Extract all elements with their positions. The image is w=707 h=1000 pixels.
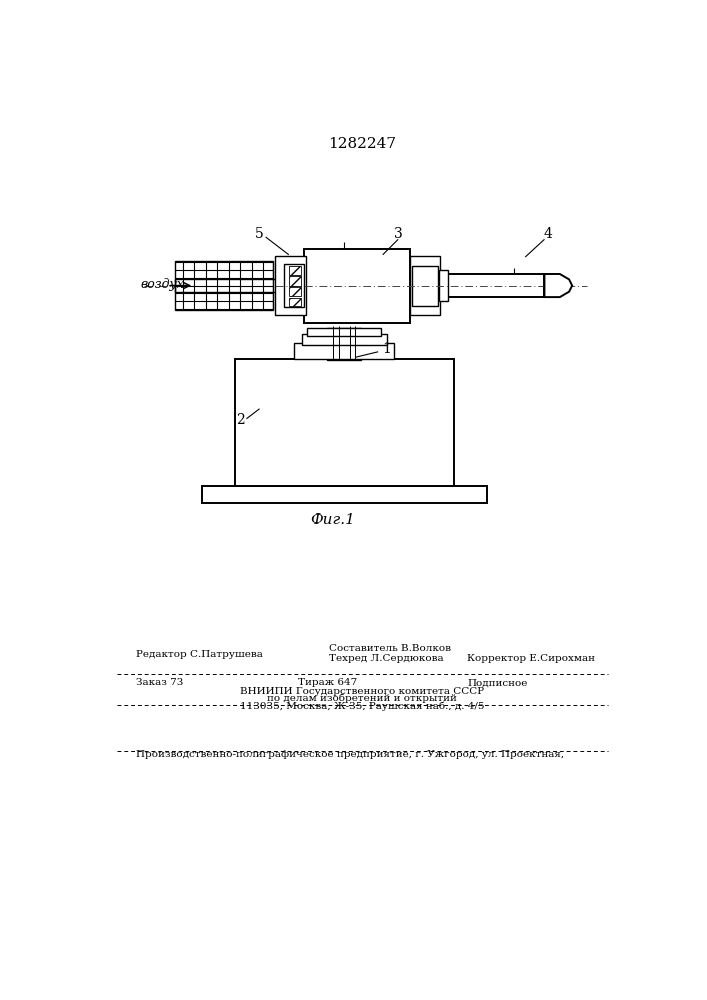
Text: Составитель В.Волков: Составитель В.Волков bbox=[329, 644, 451, 653]
Text: Тираж 647: Тираж 647 bbox=[298, 678, 357, 687]
Text: Фиг.1: Фиг.1 bbox=[310, 513, 355, 527]
Text: 2: 2 bbox=[236, 413, 245, 427]
Bar bbox=[409, 256, 440, 315]
Text: Техред Л.Сердюкова: Техред Л.Сердюкова bbox=[329, 654, 443, 663]
Polygon shape bbox=[544, 274, 572, 297]
Bar bbox=[284, 264, 304, 307]
Text: ВНИИПИ Государственного комитета СССР: ВНИИПИ Государственного комитета СССР bbox=[240, 687, 484, 696]
Bar bbox=[308, 328, 381, 336]
Text: воздух: воздух bbox=[141, 278, 185, 291]
Text: Редактор С.Патрушева: Редактор С.Патрушева bbox=[136, 650, 263, 659]
Bar bbox=[201, 486, 486, 503]
Text: по делам изобретений и открытий: по делам изобретений и открытий bbox=[267, 693, 457, 703]
Bar bbox=[288, 298, 301, 306]
Text: 1: 1 bbox=[382, 342, 391, 356]
Text: Производственно-полиграфическое предприятие, г. Ужгород, ул. Проектная,: Производственно-полиграфическое предприя… bbox=[136, 750, 564, 759]
Bar bbox=[275, 256, 305, 315]
Bar bbox=[175, 261, 273, 310]
Bar bbox=[288, 287, 301, 296]
Text: 5: 5 bbox=[255, 227, 264, 241]
Bar bbox=[288, 266, 301, 275]
Bar bbox=[302, 334, 387, 345]
Bar bbox=[439, 270, 448, 301]
Text: Подписное: Подписное bbox=[467, 678, 528, 687]
Bar bbox=[235, 359, 455, 486]
Bar bbox=[294, 343, 395, 359]
Bar bbox=[412, 266, 438, 306]
Bar bbox=[288, 276, 301, 286]
Bar bbox=[440, 274, 544, 297]
Bar bbox=[327, 328, 361, 360]
Text: Заказ 73: Заказ 73 bbox=[136, 678, 184, 687]
Text: 113035, Москва, Ж-35, Раушская наб., д. 4/5: 113035, Москва, Ж-35, Раушская наб., д. … bbox=[240, 702, 484, 711]
Text: Корректор Е.Сирохман: Корректор Е.Сирохман bbox=[467, 654, 595, 663]
Bar bbox=[304, 249, 409, 323]
Text: 1282247: 1282247 bbox=[328, 137, 396, 151]
Text: 3: 3 bbox=[394, 227, 402, 241]
Text: 4: 4 bbox=[544, 227, 553, 241]
